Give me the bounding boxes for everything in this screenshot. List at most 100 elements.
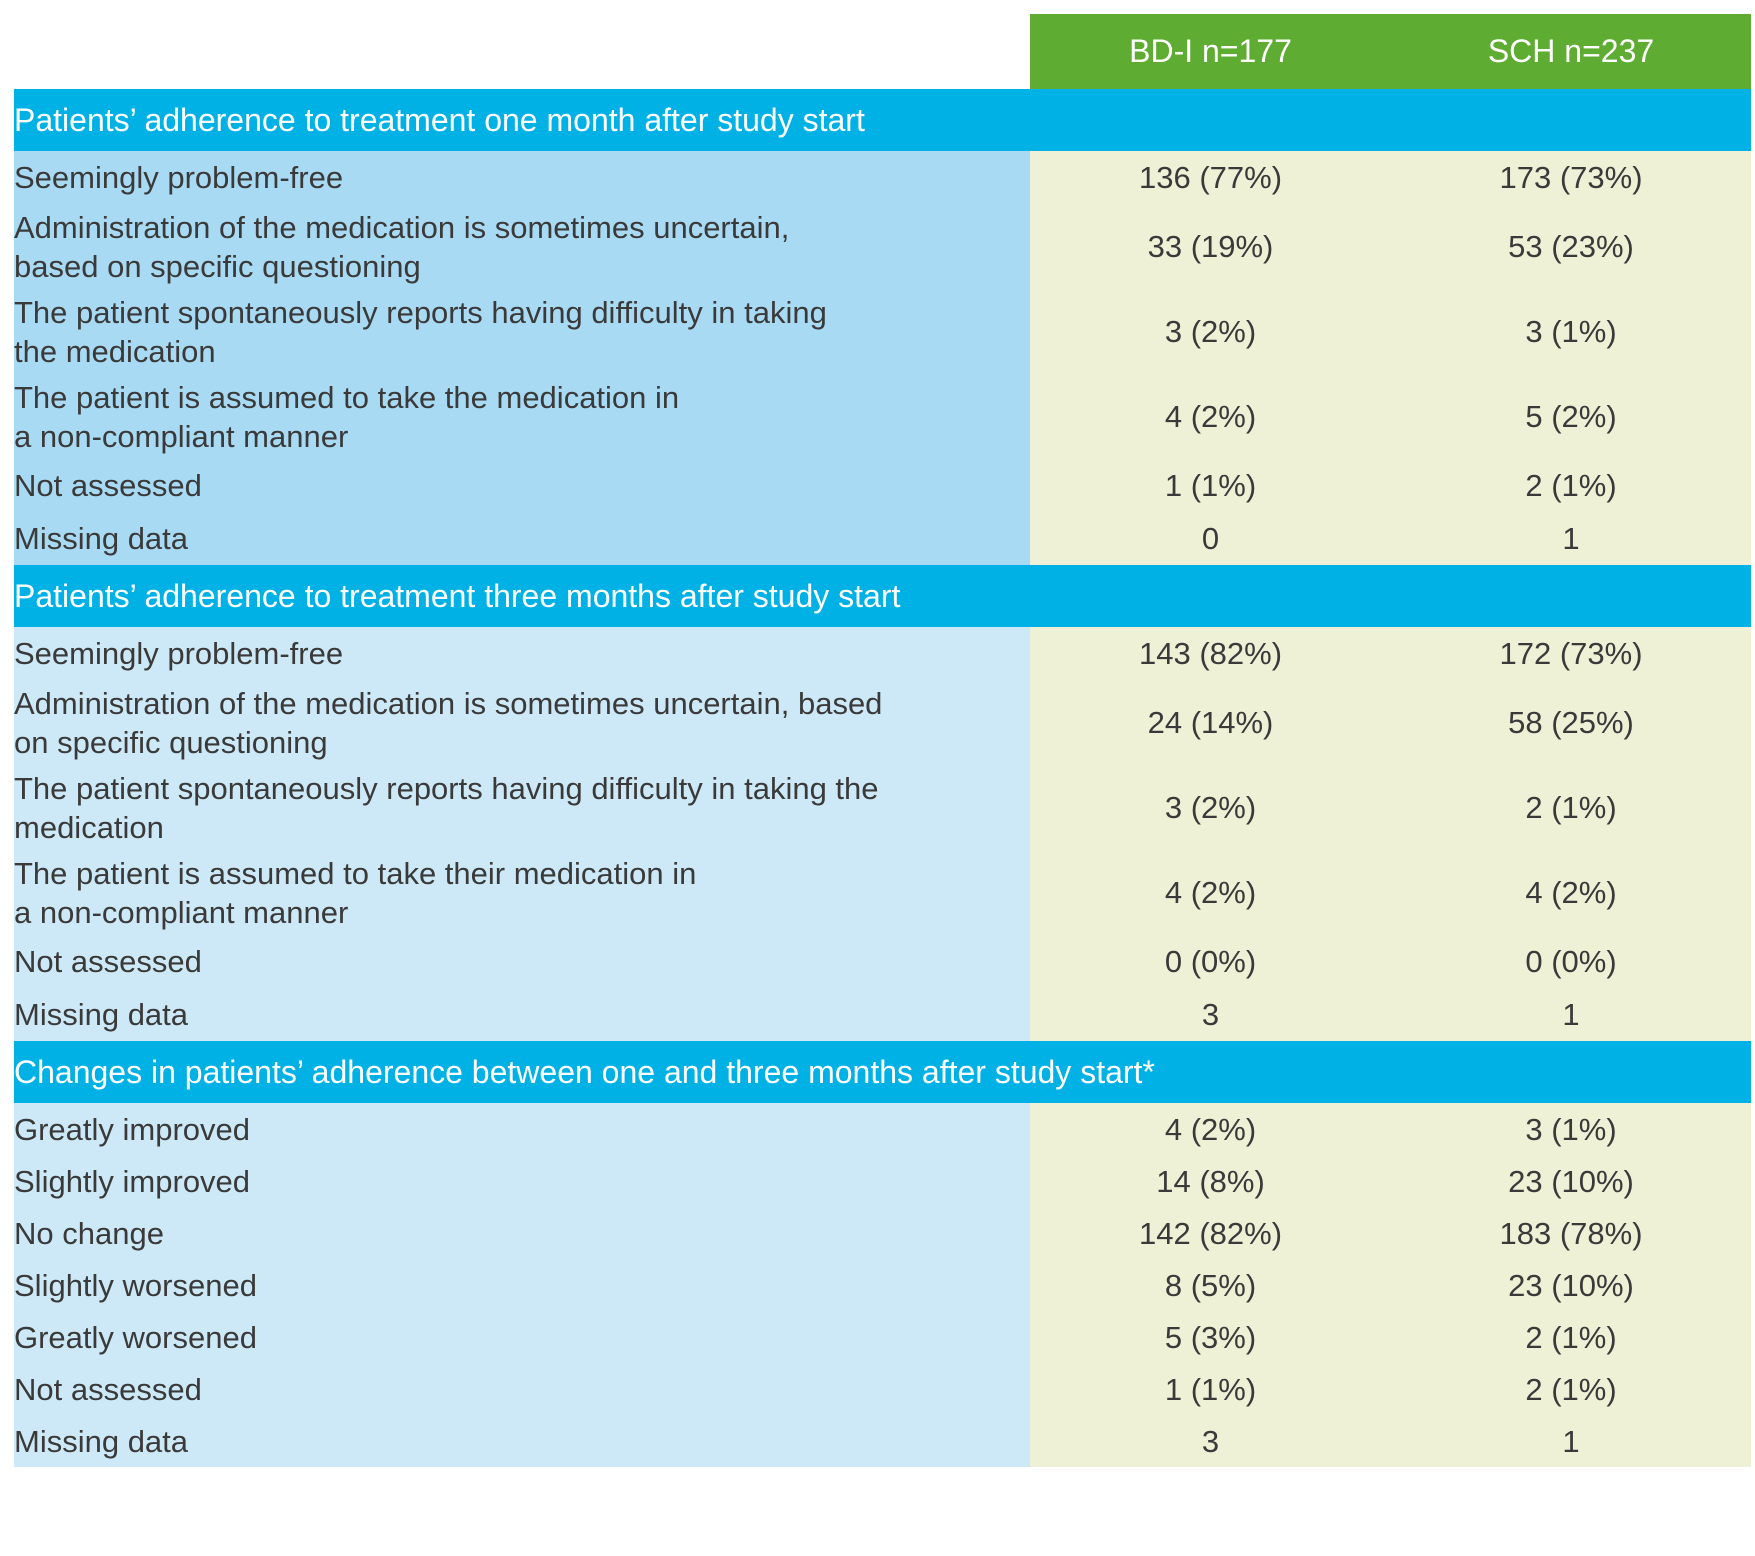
row-label-line: Administration of the medication is some… bbox=[14, 685, 883, 721]
row-label-line: Missing data bbox=[14, 997, 189, 1032]
value-sch: 183 (78%) bbox=[1391, 1207, 1751, 1259]
section-one-month: Patients’ adherence to treatment one mon… bbox=[14, 89, 1751, 565]
row-label: Not assessed bbox=[14, 459, 1030, 512]
column-header-sch: SCH n=237 bbox=[1391, 14, 1751, 89]
value-sch: 4 (2%) bbox=[1391, 850, 1751, 935]
section-changes: Changes in patients’ adherence between o… bbox=[14, 1041, 1751, 1467]
value-bd-i: 143 (82%) bbox=[1030, 627, 1391, 680]
row-label: The patient is assumed to take their med… bbox=[14, 850, 1030, 935]
value-sch: 23 (10%) bbox=[1391, 1155, 1751, 1207]
value-bd-i: 3 bbox=[1030, 1415, 1391, 1467]
row-label-line: Slightly improved bbox=[14, 1163, 251, 1199]
value-bd-i: 3 bbox=[1030, 988, 1391, 1041]
row-label: Not assessed bbox=[14, 1363, 1030, 1415]
value-sch: 53 (23%) bbox=[1391, 204, 1751, 289]
value-bd-i: 142 (82%) bbox=[1030, 1207, 1391, 1259]
value-bd-i: 33 (19%) bbox=[1030, 204, 1391, 289]
row-label-line: a non-compliant manner bbox=[14, 418, 349, 454]
row-label: Seemingly problem-free bbox=[14, 627, 1030, 680]
section-title: Patients’ adherence to treatment three m… bbox=[14, 565, 1751, 627]
value-sch: 1 bbox=[1391, 988, 1751, 1041]
table-row: The patient is assumed to take their med… bbox=[14, 850, 1751, 935]
section-title: Changes in patients’ adherence between o… bbox=[14, 1041, 1751, 1103]
table-row: Not assessed 0 (0%) 0 (0%) bbox=[14, 935, 1751, 988]
row-label-line: No change bbox=[14, 1215, 164, 1251]
row-label-line: The patient spontaneously reports having… bbox=[14, 770, 879, 806]
row-label: Missing data bbox=[14, 512, 1030, 565]
value-sch: 0 (0%) bbox=[1391, 935, 1751, 988]
row-label-line: Slightly worsened bbox=[14, 1267, 257, 1303]
row-label: Not assessed bbox=[14, 935, 1030, 988]
value-bd-i: 1 (1%) bbox=[1030, 1363, 1391, 1415]
value-sch: 173 (73%) bbox=[1391, 151, 1751, 204]
table-row: Slightly improved 14 (8%) 23 (10%) bbox=[14, 1155, 1751, 1207]
value-sch: 58 (25%) bbox=[1391, 680, 1751, 765]
row-label-line: Not assessed bbox=[14, 1371, 202, 1407]
row-label: Greatly worsened bbox=[14, 1311, 1030, 1363]
section-header-row: Patients’ adherence to treatment one mon… bbox=[14, 89, 1751, 151]
row-label-line: Seemingly problem-free bbox=[14, 160, 344, 195]
value-bd-i: 3 (2%) bbox=[1030, 289, 1391, 374]
section-title: Patients’ adherence to treatment one mon… bbox=[14, 89, 1751, 151]
section-header-row: Changes in patients’ adherence between o… bbox=[14, 1041, 1751, 1103]
row-label-line: medication bbox=[14, 809, 164, 845]
table-row: Slightly worsened 8 (5%) 23 (10%) bbox=[14, 1259, 1751, 1311]
row-label: Missing data bbox=[14, 988, 1030, 1041]
table-row: No change 142 (82%) 183 (78%) bbox=[14, 1207, 1751, 1259]
value-sch: 2 (1%) bbox=[1391, 765, 1751, 850]
value-sch: 3 (1%) bbox=[1391, 1103, 1751, 1155]
row-label: No change bbox=[14, 1207, 1030, 1259]
table-header-row: BD-I n=177 SCH n=237 bbox=[14, 14, 1751, 89]
row-label-line: The patient is assumed to take the medic… bbox=[14, 379, 680, 415]
table-row: Missing data 3 1 bbox=[14, 988, 1751, 1041]
header-blank-cell bbox=[14, 14, 1030, 89]
row-label-line: Not assessed bbox=[14, 944, 202, 979]
row-label: Missing data bbox=[14, 1415, 1030, 1467]
table-row: The patient spontaneously reports having… bbox=[14, 289, 1751, 374]
value-sch: 1 bbox=[1391, 512, 1751, 565]
row-label: Administration of the medication is some… bbox=[14, 680, 1030, 765]
adherence-table: BD-I n=177 SCH n=237 Patients’ adherence… bbox=[14, 14, 1751, 1467]
row-label: The patient spontaneously reports having… bbox=[14, 765, 1030, 850]
value-sch: 2 (1%) bbox=[1391, 1311, 1751, 1363]
section-header-row: Patients’ adherence to treatment three m… bbox=[14, 565, 1751, 627]
value-bd-i: 1 (1%) bbox=[1030, 459, 1391, 512]
value-bd-i: 0 (0%) bbox=[1030, 935, 1391, 988]
value-sch: 5 (2%) bbox=[1391, 374, 1751, 459]
value-sch: 3 (1%) bbox=[1391, 289, 1751, 374]
value-bd-i: 4 (2%) bbox=[1030, 1103, 1391, 1155]
row-label: The patient spontaneously reports having… bbox=[14, 289, 1030, 374]
row-label: Administration of the medication is some… bbox=[14, 204, 1030, 289]
value-bd-i: 8 (5%) bbox=[1030, 1259, 1391, 1311]
table-row: Seemingly problem-free 136 (77%) 173 (73%) bbox=[14, 151, 1751, 204]
row-label: Slightly improved bbox=[14, 1155, 1030, 1207]
value-sch: 2 (1%) bbox=[1391, 459, 1751, 512]
section-three-months: Patients’ adherence to treatment three m… bbox=[14, 565, 1751, 1041]
row-label: The patient is assumed to take the medic… bbox=[14, 374, 1030, 459]
value-bd-i: 3 (2%) bbox=[1030, 765, 1391, 850]
value-sch: 172 (73%) bbox=[1391, 627, 1751, 680]
row-label: Slightly worsened bbox=[14, 1259, 1030, 1311]
column-header-bd-i: BD-I n=177 bbox=[1030, 14, 1391, 89]
row-label: Greatly improved bbox=[14, 1103, 1030, 1155]
row-label-line: Not assessed bbox=[14, 468, 202, 503]
value-bd-i: 5 (3%) bbox=[1030, 1311, 1391, 1363]
table-row: The patient is assumed to take the medic… bbox=[14, 374, 1751, 459]
row-label-line: Seemingly problem-free bbox=[14, 636, 344, 671]
value-sch: 23 (10%) bbox=[1391, 1259, 1751, 1311]
value-sch: 1 bbox=[1391, 1415, 1751, 1467]
value-bd-i: 24 (14%) bbox=[1030, 680, 1391, 765]
table-row: Administration of the medication is some… bbox=[14, 680, 1751, 765]
row-label-line: Greatly improved bbox=[14, 1111, 251, 1147]
table-row: Not assessed 1 (1%) 2 (1%) bbox=[14, 459, 1751, 512]
value-bd-i: 4 (2%) bbox=[1030, 850, 1391, 935]
table-row: Seemingly problem-free 143 (82%) 172 (73%) bbox=[14, 627, 1751, 680]
value-sch: 2 (1%) bbox=[1391, 1363, 1751, 1415]
row-label-line: the medication bbox=[14, 333, 216, 369]
row-label-line: Greatly worsened bbox=[14, 1319, 257, 1355]
row-label-line: Missing data bbox=[14, 521, 189, 556]
table-row: Missing data 3 1 bbox=[14, 1415, 1751, 1467]
value-bd-i: 4 (2%) bbox=[1030, 374, 1391, 459]
table-row: The patient spontaneously reports having… bbox=[14, 765, 1751, 850]
row-label-line: The patient spontaneously reports having… bbox=[14, 294, 827, 330]
